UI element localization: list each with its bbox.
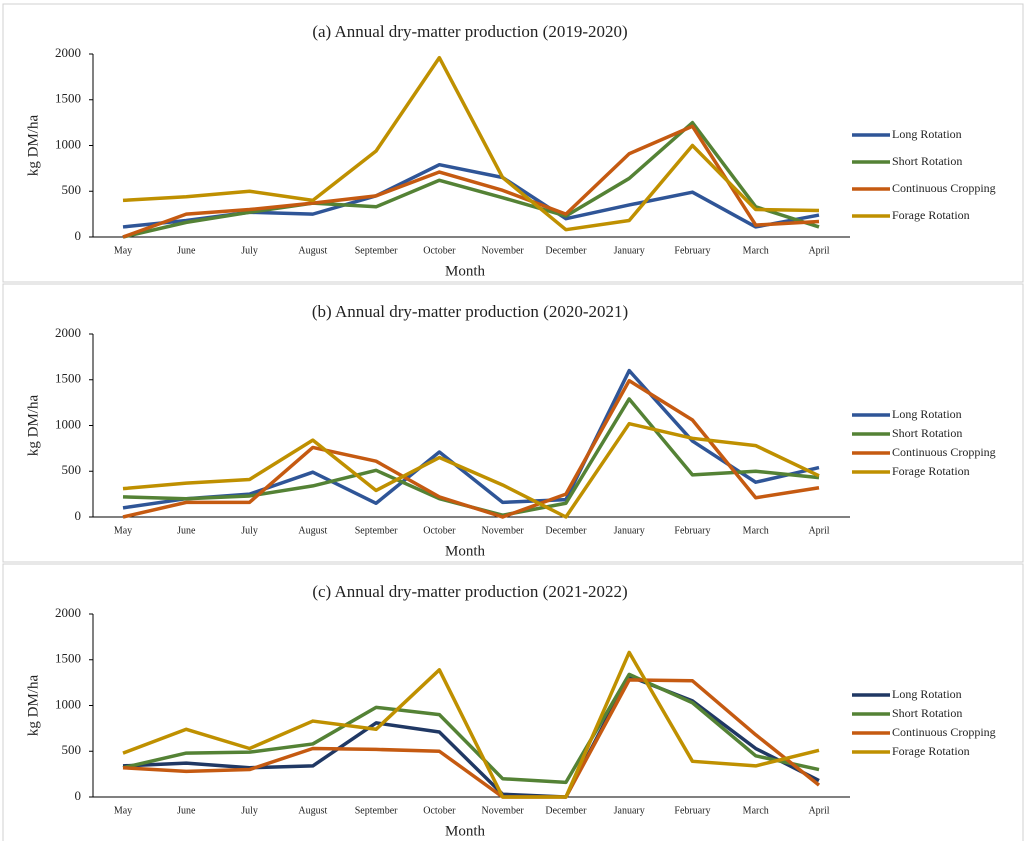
x-tick-label: October — [423, 525, 456, 536]
x-tick-label: February — [674, 525, 710, 536]
x-axis-label: Month — [445, 823, 486, 839]
x-tick-label: June — [177, 525, 196, 536]
x-tick-label: November — [482, 245, 525, 256]
legend-label: Long Rotation — [892, 127, 962, 141]
legend-label: Long Rotation — [892, 687, 962, 701]
x-tick-label: October — [423, 805, 456, 816]
y-axis-label: kg DM/ha — [25, 395, 41, 457]
chart-title: (c) Annual dry-matter production (2021-2… — [312, 582, 627, 601]
x-tick-label: January — [614, 805, 645, 816]
x-tick-label: July — [241, 525, 258, 536]
x-tick-label: July — [241, 245, 258, 256]
x-tick-label: December — [545, 525, 587, 536]
x-tick-label: March — [743, 805, 769, 816]
chart-title: (b) Annual dry-matter production (2020-2… — [312, 302, 628, 321]
y-tick-label: 1000 — [55, 416, 81, 431]
y-tick-label: 500 — [62, 182, 82, 197]
legend-label: Short Rotation — [892, 426, 962, 440]
y-tick-label: 500 — [62, 742, 82, 757]
y-tick-label: 1000 — [55, 696, 81, 711]
x-tick-label: April — [808, 805, 829, 816]
x-axis-label: Month — [445, 543, 486, 559]
legend-label: Continuous Cropping — [892, 181, 996, 195]
x-tick-label: August — [298, 805, 327, 816]
x-tick-label: January — [614, 245, 645, 256]
x-tick-label: March — [743, 525, 769, 536]
y-tick-label: 1500 — [55, 651, 81, 666]
y-tick-label: 1500 — [55, 371, 81, 386]
legend-label: Continuous Cropping — [892, 445, 996, 459]
series-line — [122, 421, 820, 519]
x-tick-label: February — [674, 805, 710, 816]
y-tick-label: 0 — [75, 508, 82, 523]
legend-label: Continuous Cropping — [892, 725, 996, 739]
panel: (a) Annual dry-matter production (2019-2… — [2, 3, 1024, 283]
x-tick-label: February — [674, 245, 710, 256]
x-tick-label: November — [482, 525, 525, 536]
panel: (c) Annual dry-matter production (2021-2… — [2, 563, 1024, 841]
legend-label: Forage Rotation — [892, 744, 970, 758]
y-tick-label: 1000 — [55, 136, 81, 151]
legend-label: Forage Rotation — [892, 208, 970, 222]
x-tick-label: March — [743, 245, 769, 256]
y-axis-label: kg DM/ha — [25, 675, 41, 737]
y-tick-label: 2000 — [55, 45, 81, 60]
series-line — [122, 55, 820, 232]
x-tick-label: June — [177, 805, 196, 816]
x-tick-label: July — [241, 805, 258, 816]
x-tick-label: January — [614, 525, 645, 536]
y-tick-label: 0 — [75, 788, 82, 803]
x-tick-label: May — [114, 525, 132, 536]
x-tick-label: December — [545, 245, 587, 256]
x-tick-label: September — [355, 525, 398, 536]
series-line — [122, 162, 820, 229]
y-tick-label: 1500 — [55, 91, 81, 106]
x-tick-label: April — [808, 245, 829, 256]
x-tick-label: August — [298, 245, 327, 256]
series-line — [122, 672, 820, 785]
panel-frame — [2, 563, 1024, 841]
panel-frame — [2, 283, 1024, 563]
panel-frame — [2, 3, 1024, 283]
y-tick-label: 2000 — [55, 325, 81, 340]
series-line — [122, 120, 820, 239]
panel: (b) Annual dry-matter production (2020-2… — [2, 283, 1024, 563]
series-line — [122, 124, 820, 239]
series-line — [122, 674, 820, 799]
x-tick-label: August — [298, 525, 327, 536]
x-axis-label: Month — [445, 263, 486, 279]
y-tick-label: 500 — [62, 462, 82, 477]
x-tick-label: December — [545, 805, 587, 816]
y-tick-label: 0 — [75, 228, 82, 243]
series-line — [122, 650, 820, 799]
legend-label: Short Rotation — [892, 706, 962, 720]
x-tick-label: April — [808, 525, 829, 536]
x-tick-label: June — [177, 245, 196, 256]
y-axis-label: kg DM/ha — [25, 115, 41, 177]
legend-label: Forage Rotation — [892, 464, 970, 478]
x-tick-label: November — [482, 805, 525, 816]
x-tick-label: September — [355, 805, 398, 816]
y-tick-label: 2000 — [55, 605, 81, 620]
series-line — [122, 678, 821, 799]
chart-title: (a) Annual dry-matter production (2019-2… — [312, 22, 627, 41]
x-tick-label: October — [423, 245, 456, 256]
legend-label: Long Rotation — [892, 407, 962, 421]
series-line — [122, 378, 820, 519]
x-tick-label: May — [114, 805, 132, 816]
x-tick-label: May — [114, 245, 132, 256]
legend-label: Short Rotation — [892, 154, 962, 168]
x-tick-label: September — [355, 245, 398, 256]
